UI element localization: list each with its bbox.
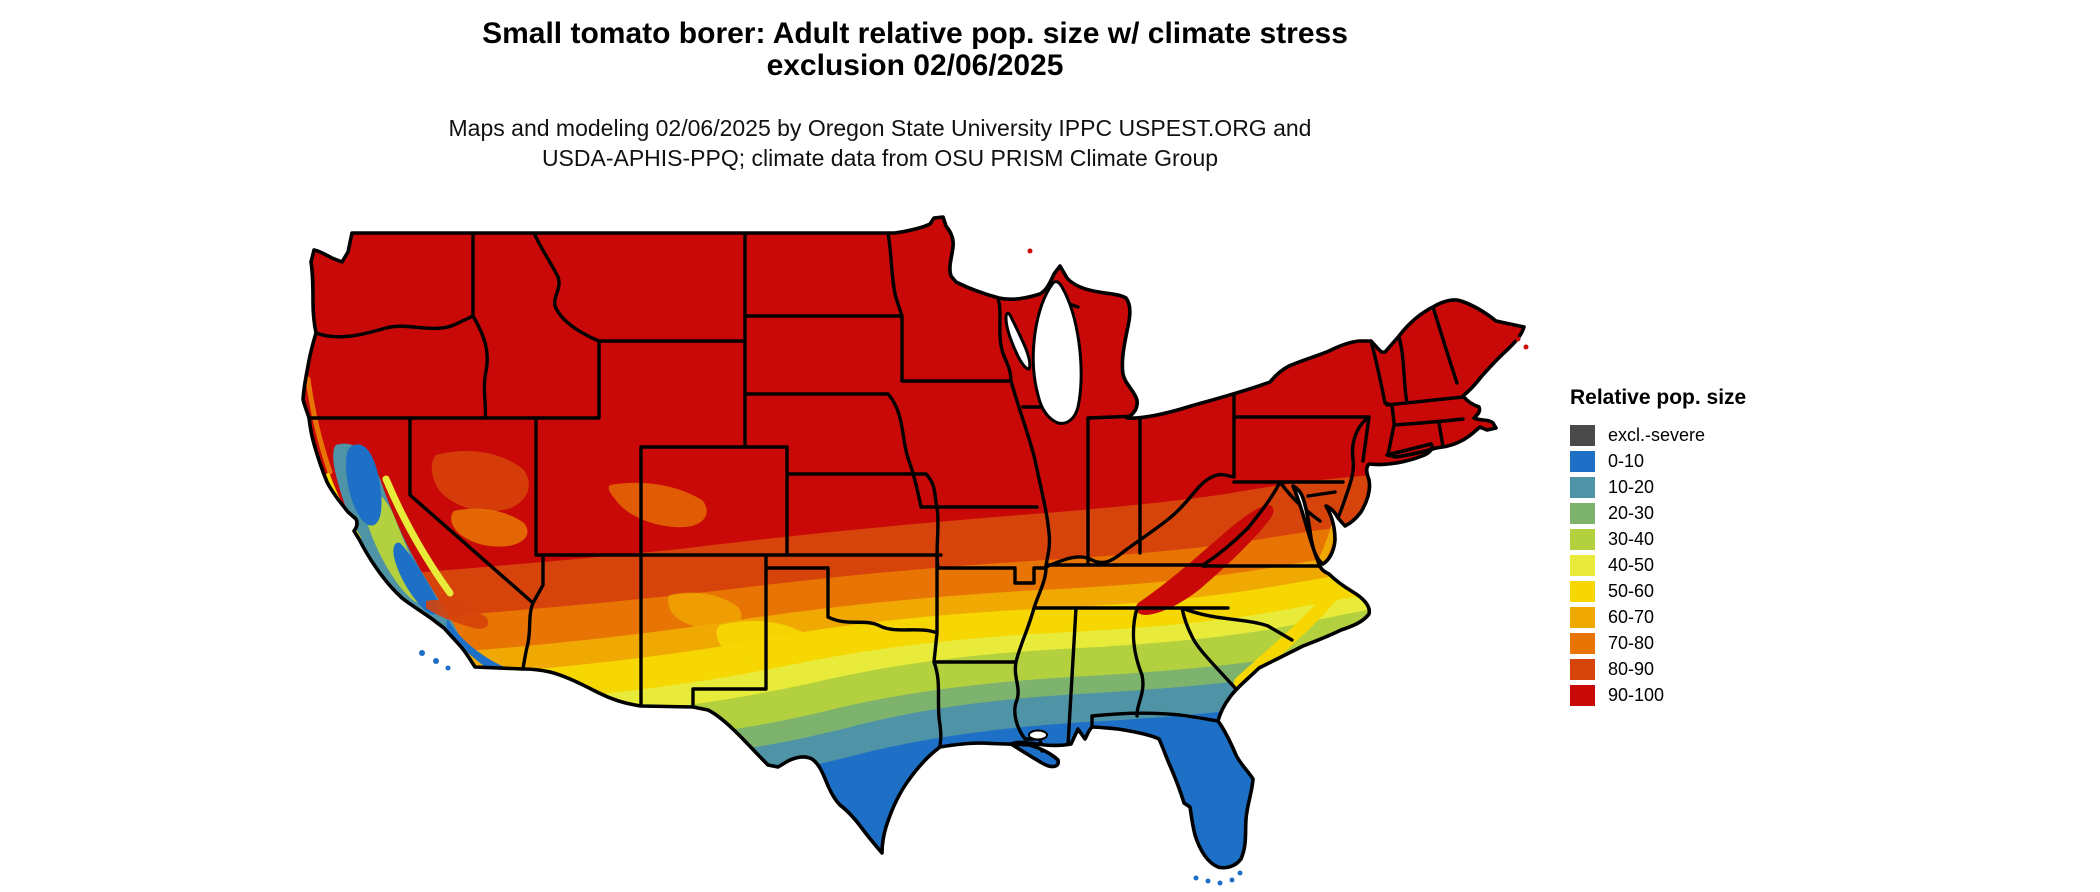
swatch-color — [1570, 554, 1595, 576]
utah-orange-patch — [608, 482, 707, 528]
sierra-blue-core-south — [393, 542, 440, 615]
legend-swatch — [1570, 684, 1595, 706]
legend-item-excl-severe: excl.-severe — [1570, 422, 1830, 448]
legend-item-20-30: 20-30 — [1570, 500, 1830, 526]
swatch-color — [1570, 580, 1595, 602]
legend-label: 60-70 — [1608, 607, 1655, 627]
west-texas-yellow-tongue — [716, 620, 811, 664]
legend-item-80-90: 80-90 — [1570, 656, 1830, 682]
terrain-detail-patches — [305, 376, 1351, 750]
nevada-hot-patch — [431, 451, 529, 512]
legend-label: 70-80 — [1608, 633, 1655, 653]
lake-michigan — [1031, 280, 1083, 425]
florida-keys-dot — [1237, 870, 1243, 876]
legend-swatch — [1570, 606, 1595, 628]
appalachian-red-finger — [1135, 504, 1274, 615]
superior-island-dot — [1027, 248, 1033, 254]
title-line-2: exclusion 02/06/2025 — [766, 49, 1064, 82]
nevada-orange-patch — [451, 508, 528, 547]
swatch-color — [1570, 684, 1595, 706]
legend-label: 10-20 — [1608, 477, 1655, 497]
oregon-coast-orange-fringe — [305, 376, 333, 475]
swatch-color — [1570, 528, 1595, 550]
swatch-color — [1570, 450, 1595, 472]
channel-island-dot — [445, 665, 451, 671]
legend-swatch — [1570, 450, 1595, 472]
legend-item-60-70: 60-70 — [1570, 604, 1830, 630]
lake-pontchartrain — [1028, 729, 1048, 741]
figure-subtitle: Maps and modeling 02/06/2025 by Oregon S… — [215, 113, 1545, 173]
great-lakes-water — [1004, 280, 1083, 741]
conus-choropleth-map — [301, 215, 1529, 886]
florida-keys-dot — [1205, 878, 1211, 884]
swatch-color — [1570, 502, 1595, 524]
title-line-1: Small tomato borer: Adult relative pop. … — [482, 17, 1348, 50]
florida-keys-dot — [1193, 875, 1199, 881]
map-legend: Relative pop. size excl.-severe 0-10 10-… — [1570, 386, 1830, 708]
legend-label: excl.-severe — [1608, 425, 1706, 445]
legend-label: 50-60 — [1608, 581, 1655, 601]
swatch-color — [1570, 424, 1595, 446]
subtitle-line-1: Maps and modeling 02/06/2025 by Oregon S… — [448, 115, 1312, 141]
legend-swatch — [1570, 528, 1595, 550]
legend-title: Relative pop. size — [1570, 386, 1747, 409]
legend-label: 30-40 — [1608, 529, 1655, 549]
legend-item-40-50: 40-50 — [1570, 552, 1830, 578]
swatch-color — [1570, 658, 1595, 680]
florida-keys-dot — [1217, 880, 1223, 886]
offshore-islands — [419, 248, 1529, 886]
new-mexico-orange-patch — [667, 592, 742, 630]
transverse-range-red-streak — [426, 599, 489, 629]
legend-swatch — [1570, 476, 1595, 498]
legend-item-30-40: 30-40 — [1570, 526, 1830, 552]
swatch-color — [1570, 632, 1595, 654]
legend-item-0-10: 0-10 — [1570, 448, 1830, 474]
swatch-color — [1570, 476, 1595, 498]
subtitle-line-2: USDA-APHIS-PPQ; climate data from OSU PR… — [541, 145, 1219, 171]
swatch-color — [1570, 606, 1595, 628]
legend-label: 80-90 — [1608, 659, 1655, 679]
channel-island-dot — [433, 658, 439, 664]
sierra-blue-core-north — [346, 444, 382, 526]
sierra-yellow-rim — [382, 475, 454, 597]
florida-keys-dot — [1229, 877, 1235, 883]
legend-swatch — [1570, 424, 1595, 446]
legend-swatch — [1570, 658, 1595, 680]
legend-swatch — [1570, 632, 1595, 654]
legend-item-70-80: 70-80 — [1570, 630, 1830, 656]
channel-island-dot — [419, 650, 425, 656]
maine-island-dot — [1523, 344, 1529, 350]
legend-label: 40-50 — [1608, 555, 1655, 575]
legend-label: 90-100 — [1608, 685, 1665, 705]
green-bay — [1004, 311, 1032, 371]
legend-swatch — [1570, 502, 1595, 524]
legend-swatch — [1570, 554, 1595, 576]
legend-label: 20-30 — [1608, 503, 1655, 523]
legend-item-10-20: 10-20 — [1570, 474, 1830, 500]
legend-item-50-60: 50-60 — [1570, 578, 1830, 604]
page-title: Small tomato borer: Adult relative pop. … — [250, 18, 1580, 82]
legend-swatch — [1570, 580, 1595, 602]
maine-island-dot — [1515, 336, 1521, 342]
legend-item-90-100: 90-100 — [1570, 682, 1830, 708]
legend-label: 0-10 — [1608, 451, 1645, 471]
raster-color-bands — [303, 217, 1524, 868]
